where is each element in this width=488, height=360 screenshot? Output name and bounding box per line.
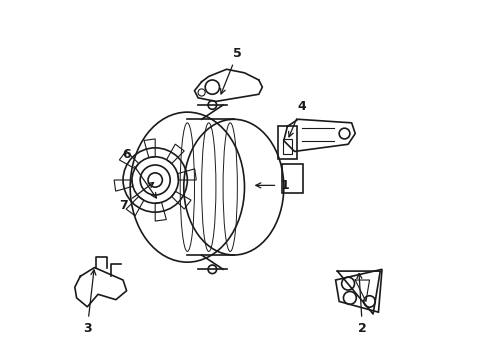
Text: 4: 4	[288, 100, 305, 137]
Text: 3: 3	[83, 270, 96, 335]
Text: 1: 1	[255, 179, 288, 192]
Text: 5: 5	[220, 47, 241, 94]
Text: 6: 6	[122, 148, 156, 198]
Text: 2: 2	[356, 274, 366, 335]
Text: 7: 7	[119, 183, 153, 212]
